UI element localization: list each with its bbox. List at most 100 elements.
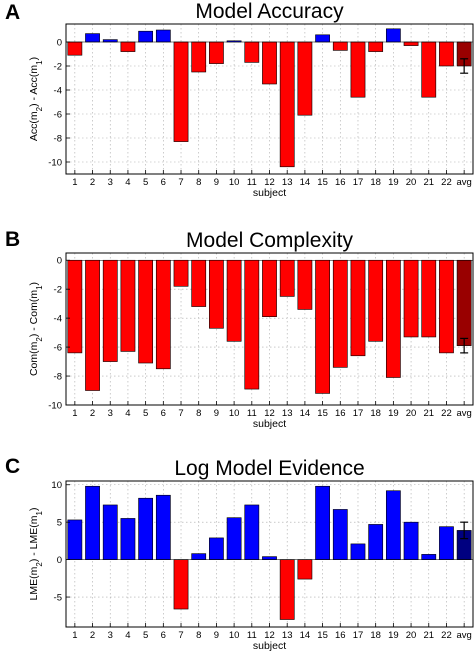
x-tick-label: 8 [196, 630, 201, 641]
x-axis: 1 2 3 4 5 6 7 8 9 10 11 12 13 14 15 16 17 18 19 20 21 22 avg [72, 401, 472, 419]
x-tick-label: 6 [161, 408, 166, 419]
x-axis: 1 2 3 4 5 6 7 8 9 10 11 12 13 14 15 16 17 18 19 20 21 22 avg [72, 170, 472, 188]
x-tick-label: 15 [317, 630, 328, 641]
x-tick-label: 7 [178, 630, 183, 641]
bar-21 [421, 41, 437, 98]
bar-1 [67, 41, 83, 56]
y-axis: -10 -8 -6 -4 -2 0 [48, 37, 70, 168]
bar-10 [226, 517, 242, 560]
x-tick-label: 16 [335, 408, 346, 419]
x-tick-label: 3 [108, 630, 113, 641]
bar-16 [332, 41, 348, 51]
x-tick-label: avg [456, 408, 471, 419]
bar-8 [191, 553, 207, 560]
bar-7 [173, 559, 189, 610]
y-axis-label: Com(m2) - Com(m1) [28, 282, 44, 376]
x-tick-label: 1 [72, 630, 77, 641]
bar-18 [368, 41, 384, 52]
bar-1 [67, 259, 83, 354]
x-tick-label: 1 [72, 177, 77, 188]
x-axis-label: subject [253, 640, 286, 652]
x-tick-label: 2 [90, 630, 95, 641]
error-bar [460, 521, 469, 540]
bar-19 [385, 259, 401, 378]
chart-title: Model Complexity [186, 229, 353, 252]
bar-series [67, 28, 472, 168]
bar-21 [421, 259, 437, 338]
bar-series [67, 259, 472, 394]
bar-11 [244, 41, 260, 63]
x-tick-label: 19 [388, 177, 399, 188]
x-tick-label: 7 [178, 177, 183, 188]
bar-6 [155, 259, 171, 370]
x-tick-label: 12 [264, 630, 275, 641]
bar-3 [102, 504, 118, 560]
x-tick-label: 9 [214, 630, 219, 641]
bar-2 [85, 485, 100, 560]
panel-letter: C [5, 455, 20, 478]
bar-5 [138, 259, 154, 364]
chart-panel-b: B Model Complexity-10-8-6-4-201 2 3 4 5 6 7 8 9 10… [5, 228, 474, 430]
x-tick-label: 20 [406, 408, 417, 419]
x-axis-label: subject [253, 187, 286, 199]
y-tick-label: -8 [54, 133, 62, 144]
bar-6 [155, 494, 171, 560]
error-bar [460, 337, 469, 354]
bar-16 [332, 259, 348, 368]
chart-panel-a: A Model Accuracy-10-8-6-4-201 2 3 4 5 6 7 8 9 10 11… [5, 0, 474, 199]
x-tick-label: 2 [90, 408, 95, 419]
x-axis: 1 2 3 4 5 6 7 8 9 10 11 12 13 14 15 16 17 18 19 20 21 22 avg [72, 623, 472, 641]
x-tick-label: 17 [353, 408, 364, 419]
x-tick-label: 15 [317, 177, 328, 188]
x-tick-label: 6 [161, 630, 166, 641]
bar-15 [315, 34, 330, 43]
bar-avg [456, 259, 472, 346]
x-tick-label: 21 [423, 408, 434, 419]
y-tick-label: -2 [54, 284, 62, 295]
x-tick-label: 4 [125, 408, 130, 419]
bar-5 [138, 497, 154, 560]
y-tick-label: -6 [54, 109, 62, 120]
chart-title: Model Accuracy [195, 0, 344, 23]
x-tick-label: 16 [335, 630, 346, 641]
bar-7 [173, 41, 189, 142]
x-tick-label: 18 [370, 408, 381, 419]
x-tick-label: 5 [143, 408, 148, 419]
bar-3 [102, 259, 118, 362]
x-tick-label: 14 [300, 630, 311, 641]
y-tick-label: -6 [54, 342, 62, 353]
x-tick-label: 1 [72, 408, 77, 419]
bar-14 [297, 259, 313, 310]
bar-8 [191, 41, 207, 73]
panel-letter: A [5, 1, 20, 24]
bar-3 [102, 39, 118, 43]
bar-18 [368, 259, 384, 342]
x-tick-label: 17 [353, 177, 364, 188]
bar-20 [403, 521, 419, 560]
x-tick-label: 15 [317, 408, 328, 419]
bar-22 [439, 526, 454, 560]
y-tick-label: 0 [57, 256, 62, 267]
x-tick-label: 14 [300, 177, 311, 188]
error-bar [460, 58, 469, 74]
x-tick-label: 4 [125, 177, 130, 188]
y-axis: -5 0 5 10 [51, 480, 70, 603]
x-tick-label: 13 [282, 630, 293, 641]
y-tick-label: -4 [54, 313, 62, 324]
bar-series [67, 485, 472, 620]
x-tick-label: 13 [282, 408, 293, 419]
bar-9 [209, 41, 224, 64]
bar-20 [403, 41, 419, 46]
bar-22 [439, 41, 454, 67]
x-tick-label: 3 [108, 408, 113, 419]
x-tick-label: 19 [388, 630, 399, 641]
x-tick-label: 13 [282, 177, 293, 188]
x-tick-label: 9 [214, 408, 219, 419]
x-tick-label: 2 [90, 177, 95, 188]
x-tick-label: avg [456, 177, 471, 188]
chart-title: Log Model Evidence [174, 457, 364, 480]
y-tick-label: 0 [57, 555, 62, 566]
y-tick-label: 0 [57, 37, 62, 48]
